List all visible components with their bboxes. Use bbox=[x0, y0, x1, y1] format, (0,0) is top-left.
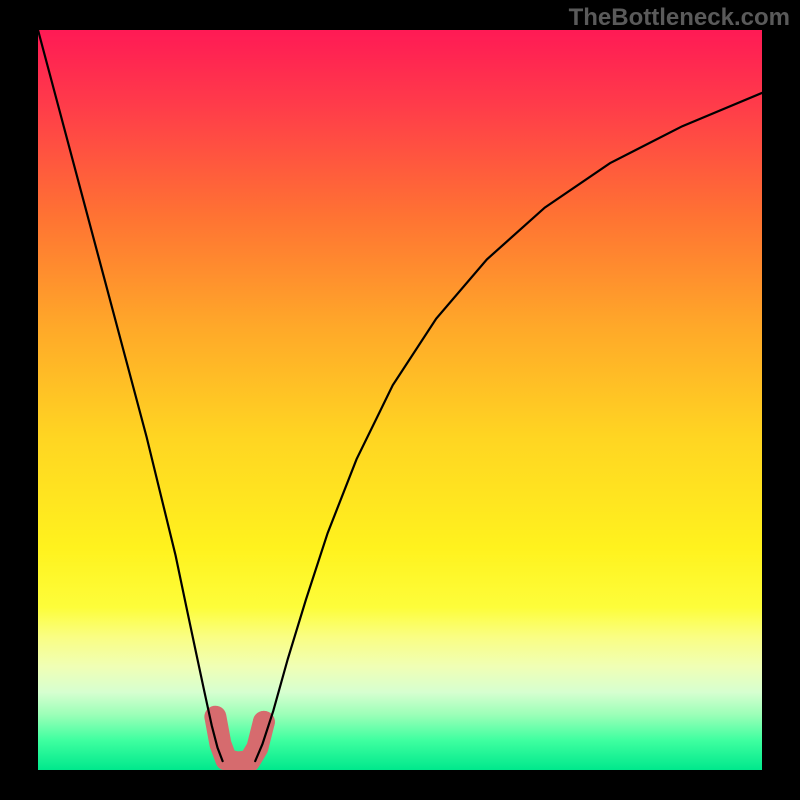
curve-right-branch bbox=[255, 93, 762, 761]
watermark-text: TheBottleneck.com bbox=[569, 4, 790, 32]
plot-area bbox=[38, 30, 762, 770]
curve-left-branch bbox=[38, 30, 223, 761]
curve-layer bbox=[38, 30, 762, 770]
chart-frame: TheBottleneck.com bbox=[0, 0, 800, 800]
